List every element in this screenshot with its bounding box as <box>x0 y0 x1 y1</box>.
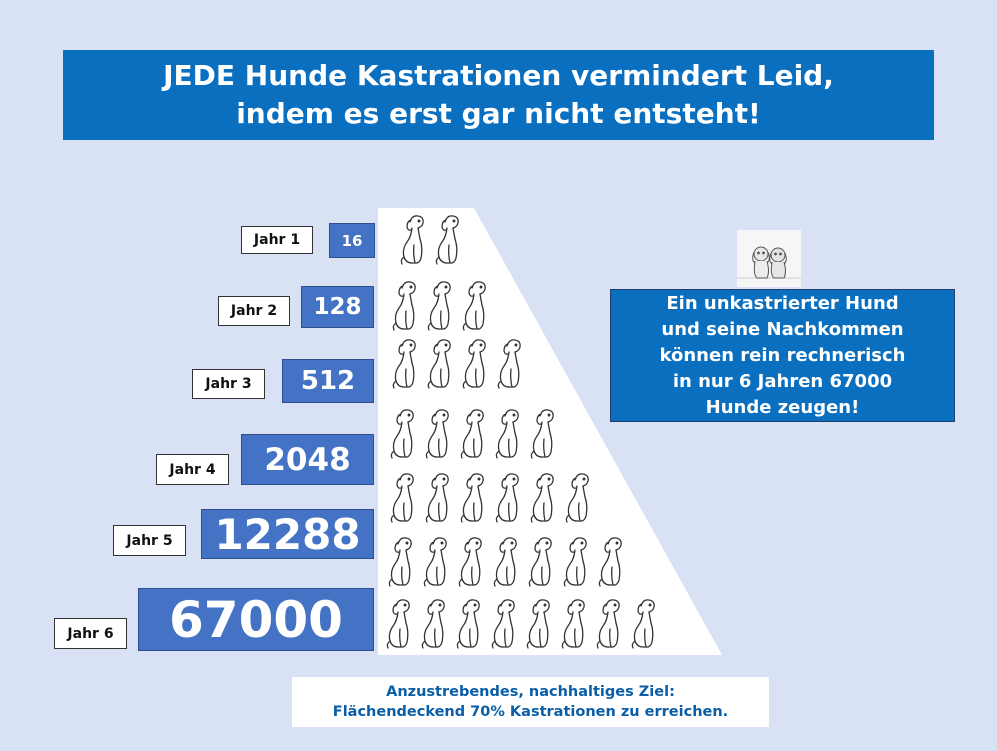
year-label-4: Jahr 4 <box>156 454 229 485</box>
info-box: Ein unkastrierter Hund und seine Nachkom… <box>610 289 955 422</box>
dog-icon <box>386 534 420 590</box>
info-line-3: können rein rechnerisch <box>659 344 906 366</box>
dog-icon <box>629 596 663 652</box>
info-line-1: Ein unkastrierter Hund <box>666 292 899 314</box>
dog-icon <box>421 534 455 590</box>
dog-icon <box>388 470 422 526</box>
dog-icon <box>559 596 593 652</box>
dog-icon <box>528 406 562 462</box>
goal-line-1: Anzustrebendes, nachhaltiges Ziel: <box>386 684 675 700</box>
dog-row-2 <box>390 278 494 334</box>
dog-photo <box>737 230 801 287</box>
dog-icon <box>419 596 453 652</box>
goal-box: Anzustrebendes, nachhaltiges Ziel: Fläch… <box>292 677 769 727</box>
dog-icon <box>425 278 459 334</box>
year-value-1: 16 <box>329 223 375 258</box>
year-label-2: Jahr 2 <box>218 296 290 326</box>
year-value-3: 512 <box>282 359 374 403</box>
dog-icon <box>454 596 488 652</box>
dog-row-4 <box>388 406 562 462</box>
dog-icon <box>594 596 628 652</box>
dog-icon <box>493 470 527 526</box>
year-value-2: 128 <box>301 286 374 328</box>
year-label-3: Jahr 3 <box>192 369 265 399</box>
year-label-1: Jahr 1 <box>241 226 313 254</box>
dog-icon <box>460 336 494 392</box>
headline-line-1: JEDE Hunde Kastrationen vermindert Leid, <box>163 59 834 92</box>
dog-row-7 <box>384 596 663 652</box>
dog-icon <box>388 406 422 462</box>
dog-icon <box>458 406 492 462</box>
headline-banner: JEDE Hunde Kastrationen vermindert Leid,… <box>63 50 934 140</box>
year-value-4: 2048 <box>241 434 374 485</box>
dog-icon <box>493 406 527 462</box>
dog-icon <box>458 470 492 526</box>
dog-icon <box>491 534 525 590</box>
dog-icon <box>384 596 418 652</box>
dog-icon <box>489 596 523 652</box>
dog-icon <box>423 470 457 526</box>
dog-row-1 <box>398 212 467 268</box>
dog-icon <box>425 336 459 392</box>
dog-icon <box>398 212 432 268</box>
headline-line-2: indem es erst gar nicht entsteht! <box>236 97 761 130</box>
dog-icon <box>596 534 630 590</box>
info-line-2: und seine Nachkommen <box>661 318 904 340</box>
dog-icon <box>460 278 494 334</box>
dog-icon <box>495 336 529 392</box>
year-value-6: 67000 <box>138 588 374 651</box>
dog-row-5 <box>388 470 597 526</box>
dog-icon <box>563 470 597 526</box>
dog-icon <box>526 534 560 590</box>
info-line-4: in nur 6 Jahren 67000 <box>672 370 893 392</box>
dog-icon <box>456 534 490 590</box>
year-label-6: Jahr 6 <box>54 618 127 649</box>
dog-row-3 <box>390 336 529 392</box>
dog-icon <box>524 596 558 652</box>
year-value-5: 12288 <box>201 509 374 559</box>
dog-icon <box>390 336 424 392</box>
info-line-5: Hunde zeugen! <box>705 396 860 418</box>
dog-icon <box>433 212 467 268</box>
dog-icon <box>390 278 424 334</box>
dog-row-6 <box>386 534 630 590</box>
year-label-5: Jahr 5 <box>113 525 186 556</box>
dog-icon <box>561 534 595 590</box>
dog-icon <box>528 470 562 526</box>
dog-pyramid <box>378 208 722 655</box>
dog-icon <box>423 406 457 462</box>
goal-line-2: Flächendeckend 70% Kastrationen zu errei… <box>332 704 729 720</box>
